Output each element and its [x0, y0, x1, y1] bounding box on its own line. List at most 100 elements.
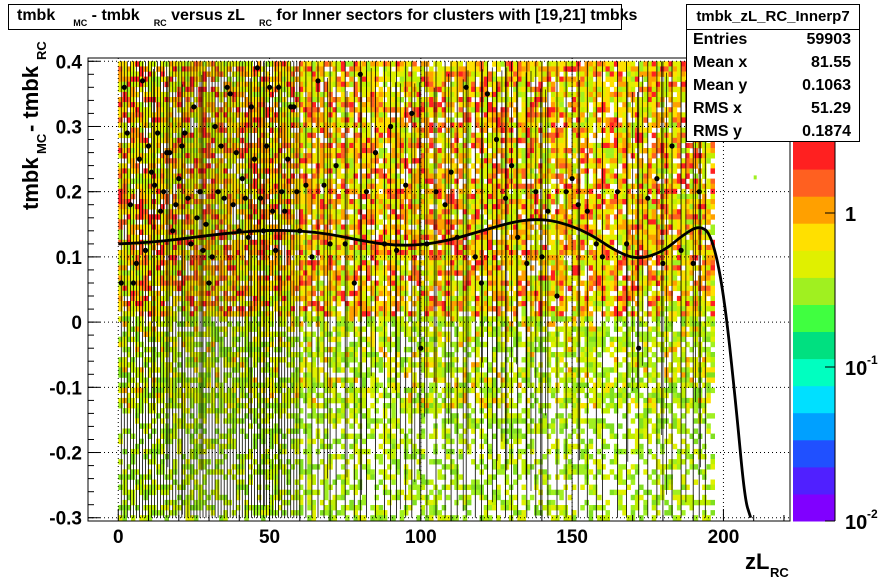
heatmap-cell — [622, 234, 627, 241]
heatmap-cell — [324, 265, 329, 271]
heatmap-cell — [508, 270, 514, 276]
heatmap-cell — [588, 229, 594, 235]
heatmap-cell — [210, 199, 216, 205]
heatmap-cell — [147, 199, 153, 205]
heatmap-cell — [340, 209, 346, 215]
heatmap-cell — [353, 204, 358, 210]
heatmap-cell — [403, 148, 409, 154]
heatmap-cell — [429, 260, 434, 266]
heatmap-cell — [466, 81, 472, 88]
heatmap-cell — [172, 224, 178, 230]
heatmap-cell — [256, 244, 262, 251]
heatmap-cell — [193, 61, 199, 67]
heatmap-cell — [584, 219, 589, 225]
heatmap-cell — [382, 199, 388, 205]
heatmap-cell — [303, 158, 308, 164]
heatmap-cell — [353, 209, 358, 215]
heatmap-cell — [672, 153, 678, 159]
heatmap-cell — [639, 244, 644, 251]
heatmap-cell — [630, 66, 636, 72]
heatmap-cell — [227, 188, 232, 195]
heatmap-cell — [349, 112, 354, 118]
heatmap-cell — [336, 224, 342, 230]
heatmap-cell — [500, 255, 505, 261]
heatmap-cell — [647, 229, 652, 235]
heatmap-cell — [483, 173, 489, 179]
heatmap-cell — [685, 153, 690, 159]
heatmap-cell — [202, 127, 207, 133]
heatmap-cell — [433, 137, 438, 144]
heatmap-cell — [475, 234, 480, 241]
heatmap-cell — [496, 132, 501, 139]
heatmap-cell — [601, 244, 606, 251]
heatmap-cell — [336, 255, 342, 261]
heatmap-cell — [559, 61, 564, 67]
heatmap-cell — [517, 260, 522, 266]
heatmap-cell — [139, 173, 144, 179]
heatmap-cell — [429, 97, 434, 103]
heatmap-cell — [584, 199, 589, 205]
heatmap-cell — [349, 91, 354, 98]
heatmap-cell — [639, 239, 644, 246]
heatmap-cell — [181, 173, 186, 179]
heatmap-cell — [458, 250, 463, 256]
heatmap-cell — [618, 204, 623, 210]
heatmap-cell — [647, 66, 652, 72]
heatmap-cell — [349, 142, 354, 149]
heatmap-cell — [500, 244, 505, 251]
heatmap-cell — [269, 127, 274, 133]
heatmap-cell — [487, 183, 493, 190]
heatmap-cell — [244, 153, 249, 159]
heatmap-cell — [324, 183, 329, 190]
heatmap-cell — [151, 270, 157, 276]
heatmap-cell — [592, 61, 598, 67]
heatmap-cell — [408, 199, 413, 205]
heatmap-cell — [597, 265, 602, 271]
heatmap-cell — [513, 188, 518, 195]
heatmap-cell — [290, 112, 295, 118]
heatmap-cell — [135, 234, 140, 241]
heatmap-cell — [311, 188, 316, 195]
heatmap-cell — [609, 204, 615, 210]
heatmap-cell — [147, 107, 153, 113]
heatmap-cell — [349, 137, 354, 144]
heatmap-cell — [613, 122, 619, 128]
heatmap-cell — [618, 107, 623, 113]
heatmap-cell — [672, 204, 678, 210]
heatmap-cell — [370, 265, 375, 271]
heatmap-cell — [542, 112, 547, 118]
heatmap-cell — [328, 102, 333, 108]
heatmap-cell — [454, 219, 459, 225]
heatmap-cell — [580, 239, 585, 246]
heatmap-cell — [672, 112, 678, 118]
heatmap-cell — [231, 173, 237, 179]
heatmap-cell — [462, 81, 468, 88]
heatmap-cell — [189, 137, 195, 144]
heatmap-cell — [147, 112, 153, 118]
heatmap-cell — [277, 168, 283, 174]
heatmap-cell — [441, 183, 447, 190]
heatmap-cell — [437, 76, 442, 82]
heatmap-cell — [382, 148, 388, 154]
heatmap-cell — [462, 71, 468, 77]
heatmap-cell — [567, 148, 573, 154]
heatmap-cell — [588, 224, 594, 230]
heatmap-cell — [500, 224, 505, 230]
heatmap-cell — [702, 168, 707, 174]
heatmap-cell — [177, 137, 182, 144]
heatmap-cell — [496, 214, 501, 220]
heatmap-cell — [521, 148, 526, 154]
heatmap-cell — [395, 117, 400, 123]
heatmap-cell — [685, 255, 690, 261]
heatmap-cell — [592, 153, 598, 159]
heatmap-cell — [147, 163, 153, 169]
heatmap-cell — [588, 61, 594, 67]
heatmap-cell — [445, 102, 451, 108]
heatmap-cell — [151, 127, 157, 133]
heatmap-cell — [189, 265, 195, 271]
heatmap-cell — [651, 178, 657, 184]
heatmap-cell — [567, 76, 573, 82]
heatmap-cell — [542, 224, 547, 230]
heatmap-cell — [500, 199, 505, 205]
heatmap-cell — [370, 199, 375, 205]
